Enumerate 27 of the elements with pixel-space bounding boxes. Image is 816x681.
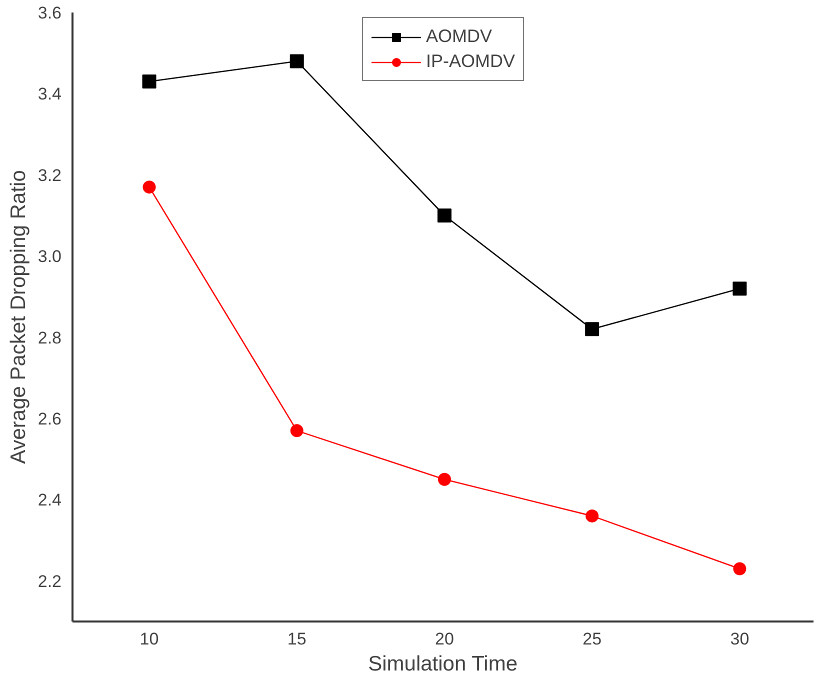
point [438,472,451,486]
point [290,54,304,68]
point [142,180,156,194]
x-tick-label: 15 [287,630,306,648]
x-tick-label: 25 [582,630,602,648]
y-tick-label: 3.4 [38,84,62,104]
y-tick-label: 2.2 [38,572,62,591]
y-axis-title: Average Packet Dropping Ratio [6,170,30,464]
legend-label: IP-AOMDV [426,51,516,72]
y-tick-label: 2.8 [38,328,62,348]
point [732,282,747,296]
y-tick-label: 3.2 [38,166,62,185]
y-tick-label: 2.4 [38,490,62,510]
point [290,424,304,438]
x-tick-label: 20 [435,630,454,648]
y-tick-label: 3.6 [38,4,62,22]
y-tick-label: 3.0 [38,247,62,266]
point [585,322,600,336]
point [733,562,746,576]
legend-label: AOMDV [426,26,492,47]
y-tick-label: 2.6 [38,410,62,428]
point [142,74,156,89]
x-tick-label: 10 [140,630,159,648]
x-tick-label: 30 [730,630,750,648]
point [437,208,452,222]
x-axis-title: Simulation Time [368,652,518,676]
point [586,509,599,522]
